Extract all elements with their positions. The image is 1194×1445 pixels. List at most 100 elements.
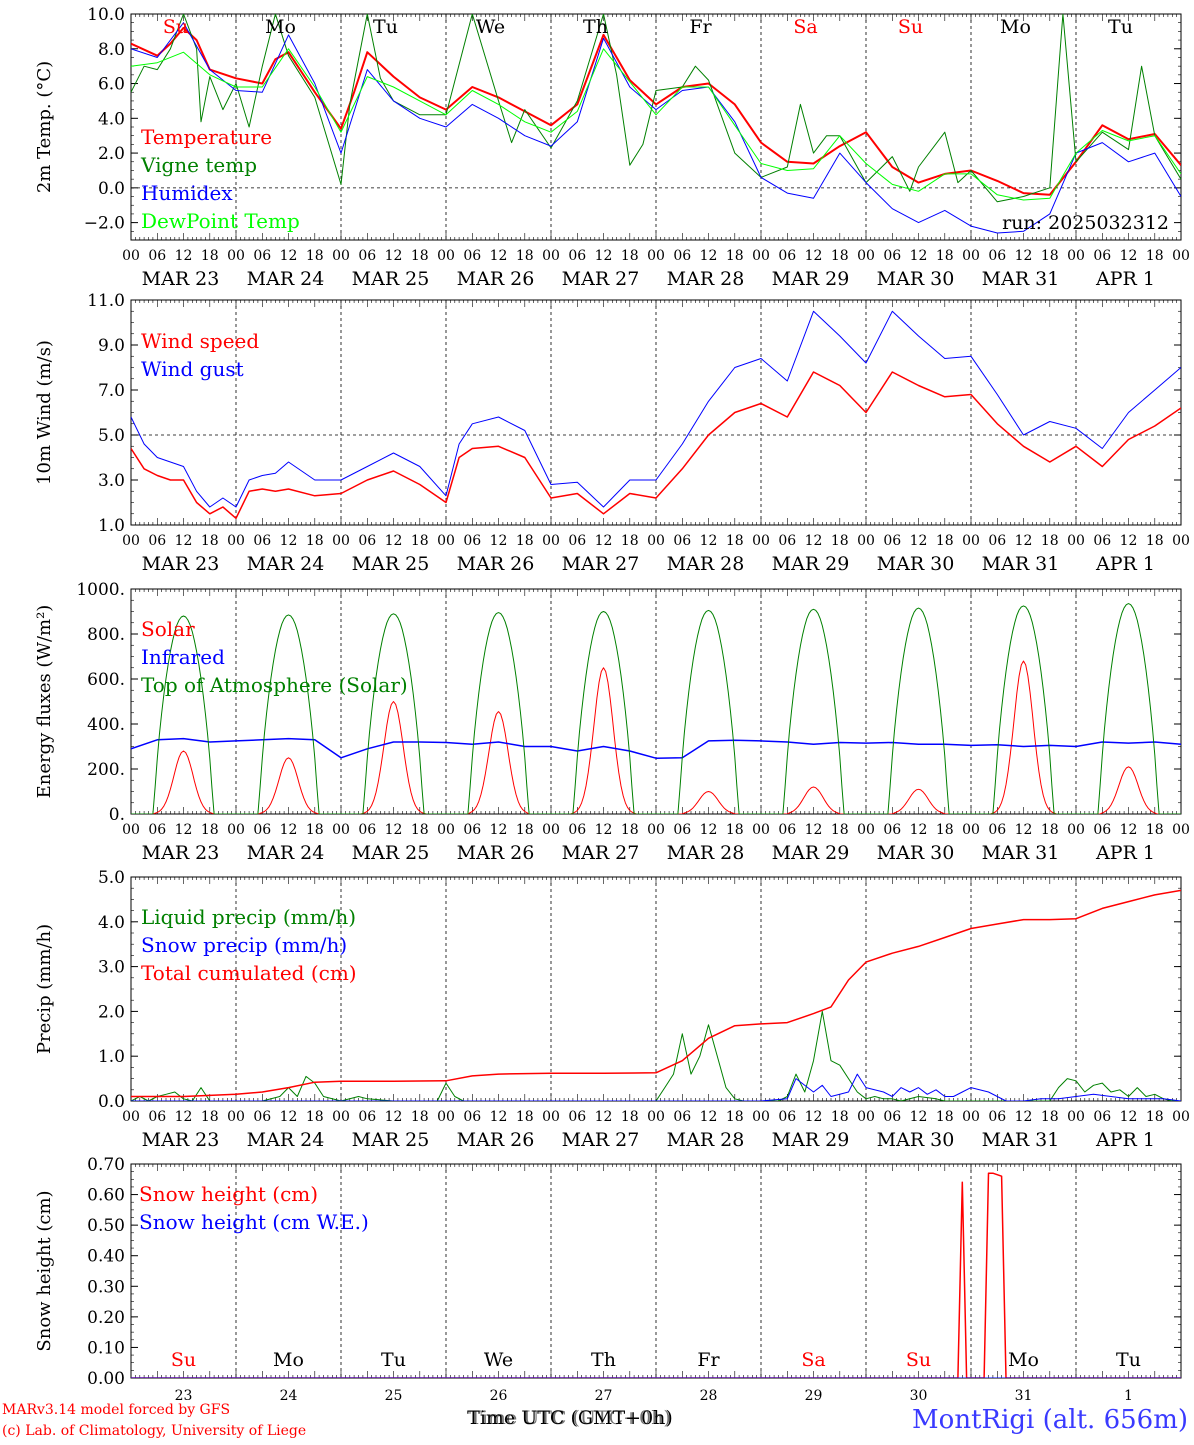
hour-ticks	[130, 1164, 1182, 1378]
series-line-top-of-atmosphere-solar-	[131, 603, 1181, 814]
hour-tick-label: 12	[910, 533, 928, 549]
hour-tick-label: 06	[778, 822, 796, 838]
panel-temp: −2.0 0.0 2.0 4.0 6.0 8.0 10.0 2m Temp. (°C) Temp…	[34, 5, 1190, 290]
hour-tick-label: 12	[175, 533, 193, 549]
hour-ticks	[130, 14, 1182, 240]
hour-tick-label: 18	[621, 533, 639, 549]
date-label: APR 1	[1095, 1129, 1155, 1151]
y-tick-label: 3.0	[98, 958, 125, 978]
hour-tick-label: 12	[805, 533, 823, 549]
hour-tick-label: 06	[673, 533, 691, 549]
hour-tick-label: 06	[1093, 533, 1111, 549]
y-tick-label: 200.	[87, 760, 125, 780]
hour-tick-label: 00	[122, 822, 140, 838]
y-tick-label: 0.30	[87, 1277, 125, 1297]
y-axis-label: Energy fluxes (W/m²)	[34, 605, 55, 799]
day-number-label: 31	[1015, 1388, 1033, 1404]
legend-entry: DewPoint Temp	[141, 209, 300, 233]
hour-tick-label: 18	[411, 1109, 429, 1125]
hour-tick-label: 18	[831, 248, 849, 264]
hour-tick-label: 06	[358, 822, 376, 838]
hour-tick-label: 18	[936, 1109, 954, 1125]
y-tick-label: 2.0	[98, 1002, 125, 1022]
hour-tick-label: 06	[1093, 1109, 1111, 1125]
hour-tick-label: 06	[253, 1109, 271, 1125]
legend-entry: Total cumulated (cm)	[141, 961, 357, 985]
hour-tick-label: 12	[805, 248, 823, 264]
hour-tick-label: 18	[621, 822, 639, 838]
hour-tick-label: 18	[1146, 822, 1164, 838]
hour-tick-label: 00	[437, 822, 455, 838]
hour-tick-label: 18	[726, 248, 744, 264]
hour-tick-label: 06	[673, 248, 691, 264]
hour-tick-label: 06	[358, 533, 376, 549]
y-tick-label: 10.0	[87, 5, 125, 25]
hour-tick-label: 12	[595, 533, 613, 549]
hour-tick-label: 00	[332, 822, 350, 838]
date-label: MAR 26	[457, 268, 535, 290]
y-tick-label: 8.0	[98, 40, 125, 60]
series-group	[131, 310, 1181, 520]
hour-tick-label: 06	[148, 1109, 166, 1125]
hour-tick-label: 18	[516, 1109, 534, 1125]
hour-tick-label: 06	[148, 533, 166, 549]
hour-tick-label: 00	[227, 533, 245, 549]
date-label: MAR 28	[667, 1129, 745, 1151]
y-tick-label: 4.0	[98, 109, 125, 129]
hour-tick-label: 00	[542, 248, 560, 264]
y-tick-label: 0.50	[87, 1216, 125, 1236]
y-axis-label: Precip (mm/h)	[34, 924, 55, 1054]
hour-tick-label: 18	[831, 1109, 849, 1125]
day-number-label: 30	[910, 1388, 928, 1404]
day-number-label: 23	[175, 1388, 193, 1404]
y-tick-label: 0.10	[87, 1338, 125, 1358]
hour-tick-label: 06	[463, 533, 481, 549]
y-tick-label: 3.0	[98, 471, 125, 491]
hour-tick-label: 18	[201, 533, 219, 549]
date-label: MAR 30	[877, 1129, 955, 1151]
hour-tick-label: 12	[490, 248, 508, 264]
hour-tick-label: 12	[175, 248, 193, 264]
hour-tick-label: 06	[778, 1109, 796, 1125]
hour-tick-label: 00	[332, 1109, 350, 1125]
series-line-snow-height-cm-	[131, 1172, 1181, 1378]
y-tick-label: 5.0	[98, 426, 125, 446]
weekday-label: Su	[163, 16, 188, 38]
series-line-snow-precip-mm-h-	[131, 1073, 1181, 1101]
date-label: MAR 28	[667, 553, 745, 575]
hour-ticks	[130, 877, 1182, 1101]
hour-tick-label: 06	[358, 1109, 376, 1125]
hour-tick-label: 12	[910, 1109, 928, 1125]
weekday-label: Tu	[373, 16, 398, 38]
hour-tick-label: 12	[385, 248, 403, 264]
hour-tick-label: 00	[542, 533, 560, 549]
date-label: APR 1	[1095, 842, 1155, 864]
series-line-dewpoint-temp	[131, 48, 1181, 201]
hour-tick-label: 06	[778, 533, 796, 549]
date-label: MAR 29	[772, 842, 850, 864]
hour-tick-label: 06	[988, 248, 1006, 264]
y-axis-label: 2m Temp. (°C)	[34, 61, 55, 193]
hour-tick-label: 06	[673, 1109, 691, 1125]
y-tick-label: 0.60	[87, 1186, 125, 1206]
hour-tick-label: 12	[1120, 248, 1138, 264]
y-tick-label: 0.0	[98, 179, 125, 199]
weekday-label: Tu	[1116, 1349, 1141, 1371]
weekday-label: Sa	[793, 16, 817, 38]
hour-tick-label: 12	[1120, 1109, 1138, 1125]
hour-tick-label: 12	[1015, 822, 1033, 838]
hour-tick-label: 00	[227, 822, 245, 838]
hour-tick-label: 18	[306, 1109, 324, 1125]
date-label: MAR 27	[562, 268, 640, 290]
hour-tick-label: 12	[595, 1109, 613, 1125]
hour-tick-label: 18	[936, 248, 954, 264]
date-label: MAR 26	[457, 553, 535, 575]
hour-tick-label: 18	[831, 533, 849, 549]
hour-tick-label: 06	[568, 1109, 586, 1125]
hour-tick-label: 12	[490, 533, 508, 549]
hour-tick-label: 18	[516, 533, 534, 549]
hour-tick-label: 06	[253, 533, 271, 549]
hour-tick-label: 12	[490, 822, 508, 838]
hour-tick-label: 00	[1172, 533, 1190, 549]
date-label: MAR 26	[457, 842, 535, 864]
